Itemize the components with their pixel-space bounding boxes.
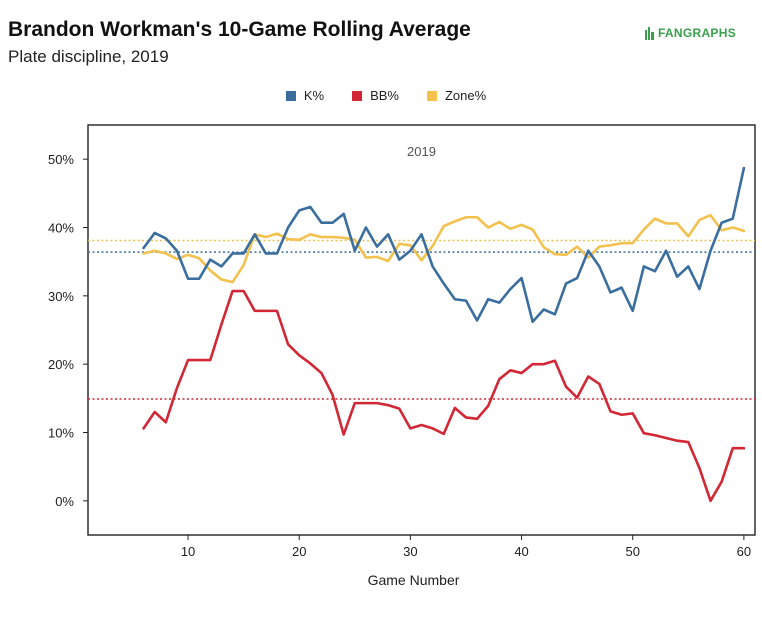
legend-swatch-zone xyxy=(426,90,437,101)
x-tick-label: 40 xyxy=(514,544,528,559)
y-tick-label: 30% xyxy=(48,289,74,304)
x-tick-label: 60 xyxy=(737,544,751,559)
x-tick-label: 10 xyxy=(181,544,195,559)
x-tick-label: 50 xyxy=(625,544,639,559)
legend-swatch-bb xyxy=(352,90,363,101)
y-tick-label: 40% xyxy=(48,221,74,236)
fangraphs-logo[interactable]: FANGRAPHS xyxy=(644,26,736,40)
plot-frame xyxy=(87,124,756,536)
legend-item-k[interactable]: K% xyxy=(285,88,325,103)
series-line-k xyxy=(142,166,746,324)
x-axis-label: Game Number xyxy=(368,572,460,588)
y-tick-label: 0% xyxy=(55,494,74,509)
x-tick-label: 30 xyxy=(403,544,417,559)
legend-swatch-k xyxy=(285,90,296,101)
series-line-zone xyxy=(142,213,746,284)
legend-item-zone[interactable]: Zone% xyxy=(426,88,487,103)
logo-text: FANGRAPHS xyxy=(657,26,736,40)
legend-label-k: K% xyxy=(303,88,325,103)
y-tick-label: 10% xyxy=(48,426,74,441)
x-tick-label: 20 xyxy=(292,544,306,559)
legend-item-bb[interactable]: BB% xyxy=(352,88,399,103)
chart-subtitle: Plate discipline, 2019 xyxy=(8,47,169,66)
legend-label-bb: BB% xyxy=(370,88,399,103)
legend: K% BB% Zone% xyxy=(0,88,762,103)
y-tick-label: 50% xyxy=(48,152,74,167)
inner-year-label: 2019 xyxy=(407,144,436,159)
fangraphs-logo-icon xyxy=(644,27,654,40)
chart-title: Brandon Workman's 10-Game Rolling Averag… xyxy=(8,18,471,41)
y-tick-label: 20% xyxy=(48,357,74,372)
legend-label-zone: Zone% xyxy=(444,88,487,103)
series-line-bb xyxy=(142,289,746,503)
